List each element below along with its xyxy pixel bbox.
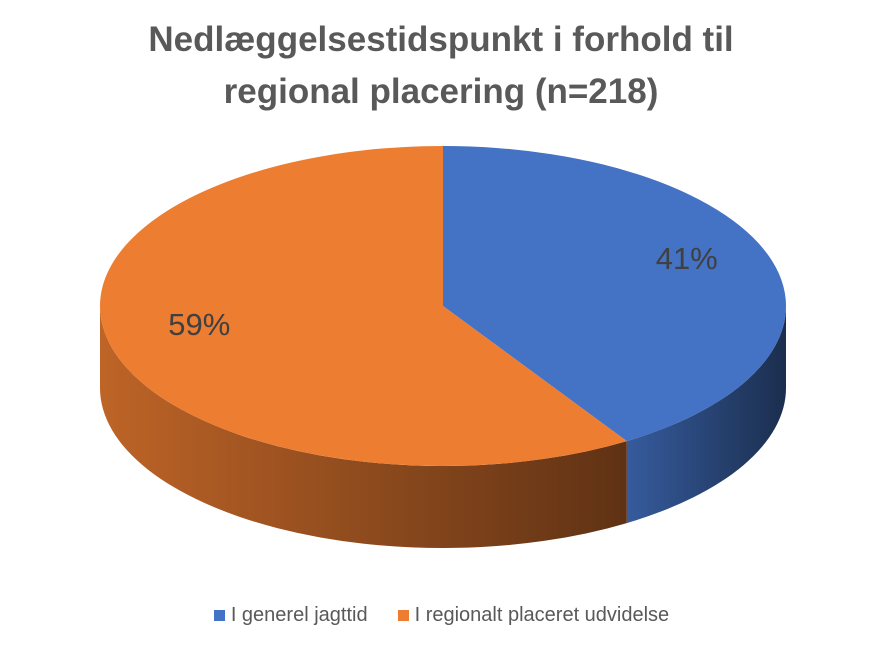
- legend-label: I generel jagttid: [230, 604, 368, 626]
- slice-side: [626, 306, 786, 524]
- legend-swatch: [397, 610, 409, 621]
- data-label: 41%: [656, 241, 718, 276]
- legend-swatch: [213, 610, 225, 621]
- legend-label: I regionalt placeret udvidelse: [414, 604, 670, 626]
- legend-item: I regionalt placeret udvidelse: [397, 604, 670, 627]
- legend-item: I generel jagttid: [213, 604, 368, 627]
- data-label: 59%: [168, 307, 230, 342]
- slice: [100, 146, 627, 466]
- legend: I generel jagttid I regionalt placeret ud…: [0, 604, 883, 627]
- chart-title: Nedlæggelsestidspunkt i forhold til regi…: [148, 20, 734, 111]
- slice: [443, 146, 787, 442]
- slice-side: [100, 306, 627, 548]
